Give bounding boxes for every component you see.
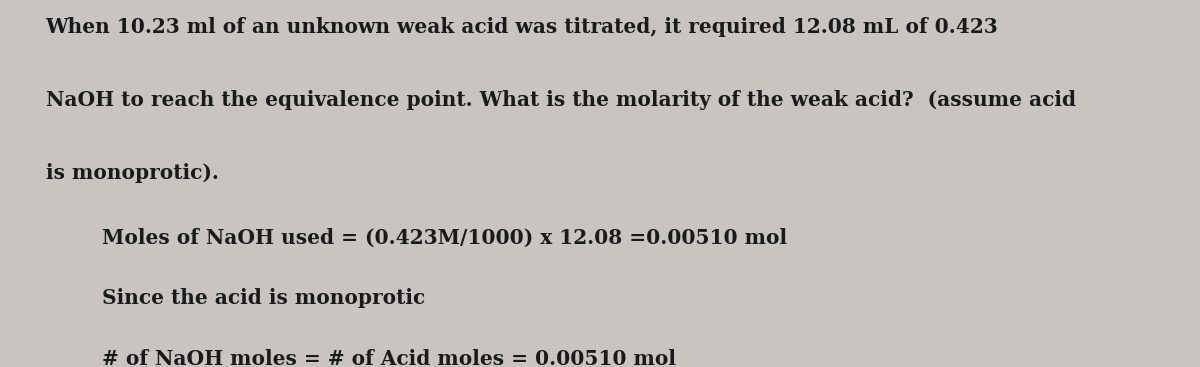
Text: NaOH to reach the equivalence point. What is the molarity of the weak acid?  (as: NaOH to reach the equivalence point. Wha…	[46, 90, 1075, 110]
Text: # of NaOH moles = # of Acid moles = 0.00510 mol: # of NaOH moles = # of Acid moles = 0.00…	[102, 349, 676, 367]
Text: Moles of NaOH used = (0.423M/1000) x 12.08 =0.00510 mol: Moles of NaOH used = (0.423M/1000) x 12.…	[102, 228, 787, 247]
Text: is monoprotic).: is monoprotic).	[46, 163, 218, 183]
Text: When 10.23 ml of an unknown weak acid was titrated, it required 12.08 mL of 0.42: When 10.23 ml of an unknown weak acid wa…	[46, 17, 998, 36]
Text: Since the acid is monoprotic: Since the acid is monoprotic	[102, 288, 425, 308]
